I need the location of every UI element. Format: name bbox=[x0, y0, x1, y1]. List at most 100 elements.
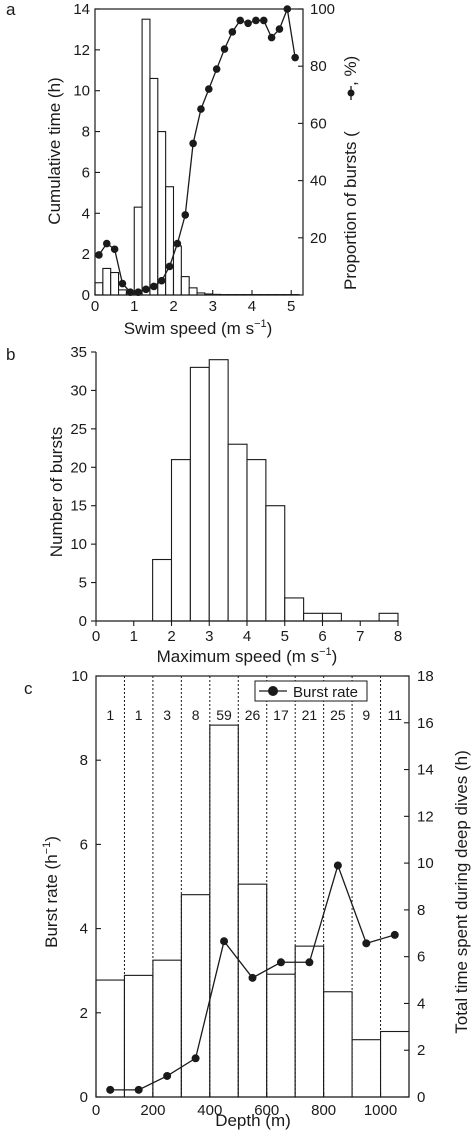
panel-c-count-bg-10 bbox=[383, 707, 406, 724]
panel-c-count-bg-1 bbox=[131, 707, 146, 724]
panel-a-x-tick-label-5: 5 bbox=[287, 298, 295, 315]
panel-b-x-tick-label-0: 0 bbox=[92, 628, 100, 645]
panel-b-x-tick-label-7: 7 bbox=[356, 628, 364, 645]
panel-c-y2-tick-label-1: 2 bbox=[417, 1042, 425, 1059]
panel-a-point-22 bbox=[267, 33, 276, 42]
panel-c-count-bg-6 bbox=[269, 707, 292, 724]
panel-a-x-tick-label-1: 1 bbox=[130, 298, 138, 315]
panel-a-y-tick-label-0: 0 bbox=[82, 287, 90, 304]
panel-c-y2-tick-label-4: 8 bbox=[417, 902, 425, 919]
panel-c-x-tick-label-5: 1000 bbox=[364, 1102, 397, 1119]
panel-c-count-bg-7 bbox=[298, 707, 321, 724]
panel-c-bar-4 bbox=[209, 724, 239, 1098]
panel-c-frame bbox=[95, 675, 410, 1098]
panel-b-x-tick-label-8: 8 bbox=[394, 628, 402, 645]
panel-b-y-tick-label-4: 20 bbox=[70, 459, 87, 476]
panel-a-proportion-line bbox=[98, 6, 296, 293]
panel-a-point-18 bbox=[236, 16, 245, 25]
panel-c-point-5 bbox=[248, 973, 257, 982]
panel-a-y2-label-end: , %) bbox=[341, 56, 360, 86]
panel-a-y2-axis-label: Proportion of bursts ( , %) bbox=[341, 56, 360, 290]
panel-c-y2-tick-label-0: 0 bbox=[417, 1089, 425, 1106]
panel-c-line bbox=[106, 861, 399, 1094]
panel-b-bars bbox=[152, 359, 399, 622]
panel-b-y-tick-label-1: 5 bbox=[79, 575, 87, 592]
panel-b-y-tick-label-6: 30 bbox=[70, 382, 87, 399]
panel-c-bar-6 bbox=[266, 973, 296, 1098]
legend-dot-sample bbox=[347, 89, 355, 97]
panel-a-y-tick-label-6: 12 bbox=[73, 42, 90, 59]
panel-a-y-tick-label-7: 14 bbox=[73, 1, 90, 18]
panel-c-count-8: 25 bbox=[330, 707, 346, 723]
panel-b-bar-8 bbox=[303, 612, 324, 622]
panel-c-point-3 bbox=[191, 1054, 200, 1063]
panel-a-bars bbox=[94, 18, 300, 296]
panel-c-count-10: 11 bbox=[387, 707, 402, 723]
panel-c-x-tick-label-2: 400 bbox=[197, 1102, 222, 1119]
panel-c-count-3: 8 bbox=[192, 707, 200, 723]
legend-marker bbox=[268, 686, 278, 696]
panel-a-point-12 bbox=[189, 139, 197, 148]
panel-c-count-bg-2 bbox=[160, 707, 175, 724]
panel-a-bar-12 bbox=[188, 287, 198, 296]
panel-c-bar-0 bbox=[95, 979, 126, 1098]
panel-a-bar-5 bbox=[133, 206, 143, 296]
panel-a-y-tick-label-4: 8 bbox=[82, 124, 90, 141]
panel-a-point-0 bbox=[95, 251, 103, 259]
panel-b-bar-3 bbox=[208, 359, 229, 622]
panel-a-bar-1 bbox=[102, 267, 112, 296]
panel-c-point-2 bbox=[163, 1071, 172, 1080]
panel-a-point-25 bbox=[291, 53, 299, 62]
panel-c-y2-tick-label-2: 4 bbox=[417, 995, 425, 1012]
panel-c-bar-8 bbox=[323, 991, 353, 1098]
panel-a-point-3 bbox=[118, 279, 127, 288]
panel-a-x-tick-label-3: 3 bbox=[209, 298, 217, 315]
panel-a-y-tick-label-1: 2 bbox=[82, 246, 90, 263]
panel-c-y2-tick-label-3: 6 bbox=[417, 949, 425, 966]
panel-a-point-4 bbox=[126, 288, 135, 296]
panel-c-y2-tick-label-5: 10 bbox=[417, 855, 434, 872]
panel-a-y2-tick-label-0: 20 bbox=[310, 230, 327, 247]
panel-c-point-4 bbox=[220, 937, 229, 946]
panel-a-point-23 bbox=[275, 25, 284, 33]
panel-c-count-bg-4 bbox=[213, 707, 236, 724]
panel-c-count-bg-9 bbox=[359, 707, 374, 724]
panel-c-y2-tick-label-7: 14 bbox=[417, 762, 434, 779]
panel-a-point-5 bbox=[134, 288, 142, 296]
panel-c-count-4: 59 bbox=[216, 707, 232, 723]
panel-c-point-6 bbox=[276, 958, 285, 967]
panel-a-point-1 bbox=[102, 239, 111, 248]
panel-a-y-tick-label-3: 6 bbox=[82, 164, 90, 181]
panel-a-point-16 bbox=[220, 45, 229, 53]
panel-a-bar-2 bbox=[110, 271, 120, 296]
panel-a-line bbox=[95, 5, 299, 296]
panel-a-y2-tick-label-1: 40 bbox=[310, 173, 327, 190]
panel-a-point-20 bbox=[252, 16, 260, 25]
panel-c-point-10 bbox=[390, 930, 399, 939]
panel-c-y-tick-label-1: 2 bbox=[80, 1005, 88, 1022]
panel-b-bar-1 bbox=[170, 459, 191, 622]
panel-c-count-bg-0 bbox=[103, 707, 118, 724]
panel-b-x-tick-label-6: 6 bbox=[318, 628, 326, 645]
panel-a-point-13 bbox=[197, 105, 205, 113]
panel-b-bar-0 bbox=[152, 558, 173, 622]
panel-a-y2-tick-label-4: 100 bbox=[310, 1, 335, 18]
panel-c-point-8 bbox=[333, 861, 342, 870]
panel-a-x-tick-label-2: 2 bbox=[169, 298, 177, 315]
panel-b-y-axis-label: Number of bursts bbox=[47, 427, 66, 557]
panel-b-x-tick-label-5: 5 bbox=[281, 628, 289, 645]
panel-a-y2-label-start: Proportion of bursts ( bbox=[341, 131, 360, 290]
panel-b-bar-7 bbox=[284, 597, 305, 622]
panel-a-y-tick-label-2: 4 bbox=[82, 205, 90, 222]
panel-a-y-tick-label-5: 10 bbox=[73, 83, 90, 100]
panel-a-point-10 bbox=[173, 239, 182, 248]
panel-c-y-tick-label-4: 8 bbox=[80, 752, 88, 769]
panel-a-point-6 bbox=[142, 285, 150, 294]
panel-b-x-tick-label-4: 4 bbox=[243, 628, 251, 645]
panel-c-count-6: 17 bbox=[273, 707, 289, 723]
panel-b: 0 1 2 3 4 5 6 7 8 0 5 10 15 20 25 30 35 Maximum speed (m… bbox=[47, 344, 402, 666]
panel-c-y-tick-label-3: 6 bbox=[80, 836, 88, 853]
panel-a-point-17 bbox=[228, 28, 237, 36]
panel-c-y2-tick-label-8: 16 bbox=[417, 715, 434, 732]
